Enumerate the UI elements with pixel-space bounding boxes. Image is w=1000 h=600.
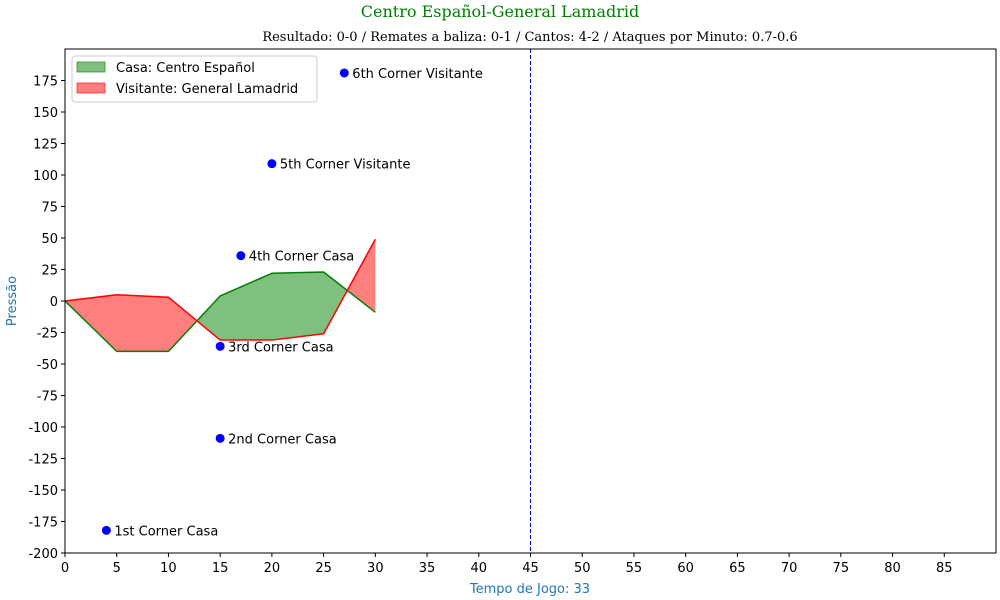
x-tick-label: 0 — [61, 561, 69, 576]
event-label-3: 3rd Corner Casa — [228, 340, 333, 355]
y-tick-label: 50 — [41, 232, 58, 247]
y-tick-label: 100 — [33, 169, 58, 184]
y-tick-label: 0 — [50, 295, 58, 310]
y-tick-label: 150 — [33, 106, 58, 121]
event-marker-1 — [101, 525, 111, 535]
event-label-2: 2nd Corner Casa — [228, 432, 337, 447]
x-tick-label: 45 — [522, 561, 539, 576]
x-tick-label: 35 — [419, 561, 436, 576]
home-area-1 — [196, 272, 348, 341]
x-tick-label: 65 — [729, 561, 746, 576]
line-layer — [64, 238, 376, 353]
event-layer: 1st Corner Casa 2nd Corner Casa 3rd Corner… — [101, 67, 483, 539]
legend-swatch-0 — [76, 61, 106, 73]
event-marker-4 — [236, 251, 246, 261]
x-tick-label: 55 — [626, 561, 643, 576]
away-area-0 — [65, 294, 197, 352]
legend-label-1: Visitante: General Lamadrid — [116, 82, 298, 97]
y-tick-label: -125 — [28, 453, 58, 468]
series-line-0 — [64, 271, 376, 353]
x-tick-label: 5 — [113, 561, 121, 576]
x-tick-label: 40 — [471, 561, 488, 576]
event-marker-6 — [339, 68, 349, 78]
x-tick-label: 10 — [160, 561, 177, 576]
event-marker-5 — [267, 159, 277, 169]
x-tick-label: 20 — [264, 561, 281, 576]
y-tick-label: 175 — [33, 75, 58, 90]
event-marker-3 — [215, 341, 225, 351]
x-tick-label: 25 — [315, 561, 332, 576]
event-label-4: 4th Corner Casa — [249, 250, 354, 265]
chart-title: Centro Español-General Lamadrid — [361, 2, 639, 21]
x-tick-label: 30 — [367, 561, 384, 576]
away-area-2 — [347, 239, 376, 313]
x-axis-ticks: 0 5 10 15 20 25 30 35 40 45 50 55 60 65 70 75 80 85 — [61, 553, 953, 576]
event-label-1: 1st Corner Casa — [114, 524, 218, 539]
y-axis-ticks: -200 -175 -150 -125 -100 -75 -50 -25 0 25 50 75 100 1… — [28, 75, 65, 562]
y-axis-label: Pressão — [5, 276, 20, 326]
area-layer — [65, 239, 376, 352]
y-tick-label: 125 — [33, 138, 58, 153]
chart-subtitle: Resultado: 0-0 / Remates a baliza: 0-1 /… — [262, 30, 797, 45]
y-tick-label: -150 — [28, 484, 58, 499]
x-tick-label: 75 — [833, 561, 850, 576]
y-tick-label: -200 — [28, 547, 58, 562]
y-tick-label: 25 — [41, 264, 58, 279]
y-tick-label: -100 — [28, 421, 58, 436]
legend: Casa: Centro Español Visitante: General L… — [71, 55, 318, 103]
x-tick-label: 15 — [212, 561, 229, 576]
x-tick-label: 85 — [936, 561, 953, 576]
y-tick-label: -50 — [37, 358, 58, 373]
x-tick-label: 60 — [677, 561, 694, 576]
event-label-5: 5th Corner Visitante — [280, 158, 411, 173]
y-tick-label: 75 — [41, 201, 58, 216]
event-label-6: 6th Corner Visitante — [352, 67, 483, 82]
y-tick-label: -75 — [37, 390, 58, 405]
x-tick-label: 50 — [574, 561, 591, 576]
y-tick-label: -175 — [28, 516, 58, 531]
x-tick-label: 70 — [781, 561, 798, 576]
legend-box — [71, 55, 318, 103]
series-line-1 — [64, 238, 376, 341]
legend-label-0: Casa: Centro Español — [116, 61, 255, 76]
y-tick-label: -25 — [37, 327, 58, 342]
x-axis-label: Tempo de Jogo: 33 — [469, 582, 590, 597]
x-tick-label: 80 — [884, 561, 901, 576]
event-marker-2 — [215, 433, 225, 443]
legend-swatch-1 — [76, 82, 106, 94]
